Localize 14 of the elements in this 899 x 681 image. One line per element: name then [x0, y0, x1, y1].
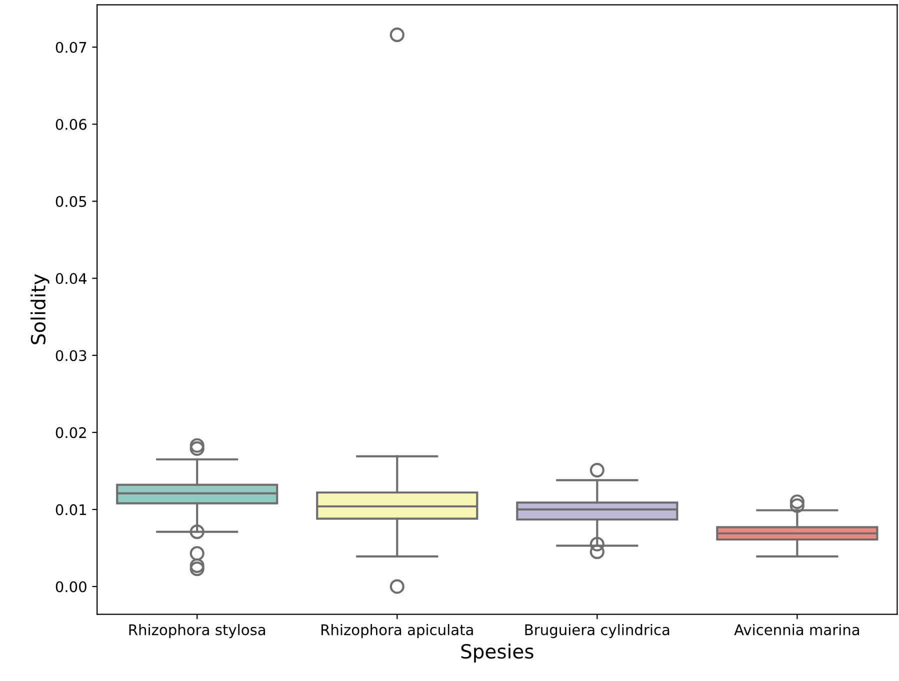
x-tick-label: Rhizophora stylosa — [129, 624, 266, 638]
y-tick-label: 0.04 — [56, 273, 87, 284]
y-tick-label: 0.00 — [56, 581, 86, 592]
x-tick-label: Bruguiera cylindrica — [525, 624, 670, 638]
y-tick-label: 0.06 — [56, 118, 86, 130]
x-axis-title: Spesies — [461, 644, 534, 662]
y-tick-label: 0.05 — [56, 196, 86, 207]
y-axis-title: Solidity — [30, 274, 50, 344]
y-tick-label: 0.03 — [56, 350, 86, 362]
y-tick-label: 0.02 — [56, 427, 86, 438]
x-tick-label: Avicennia marina — [734, 624, 859, 636]
x-tick-label: Rhizophora apiculata — [321, 624, 473, 638]
y-tick-label: 0.07 — [56, 42, 86, 53]
y-tick-label: 0.01 — [56, 504, 86, 516]
